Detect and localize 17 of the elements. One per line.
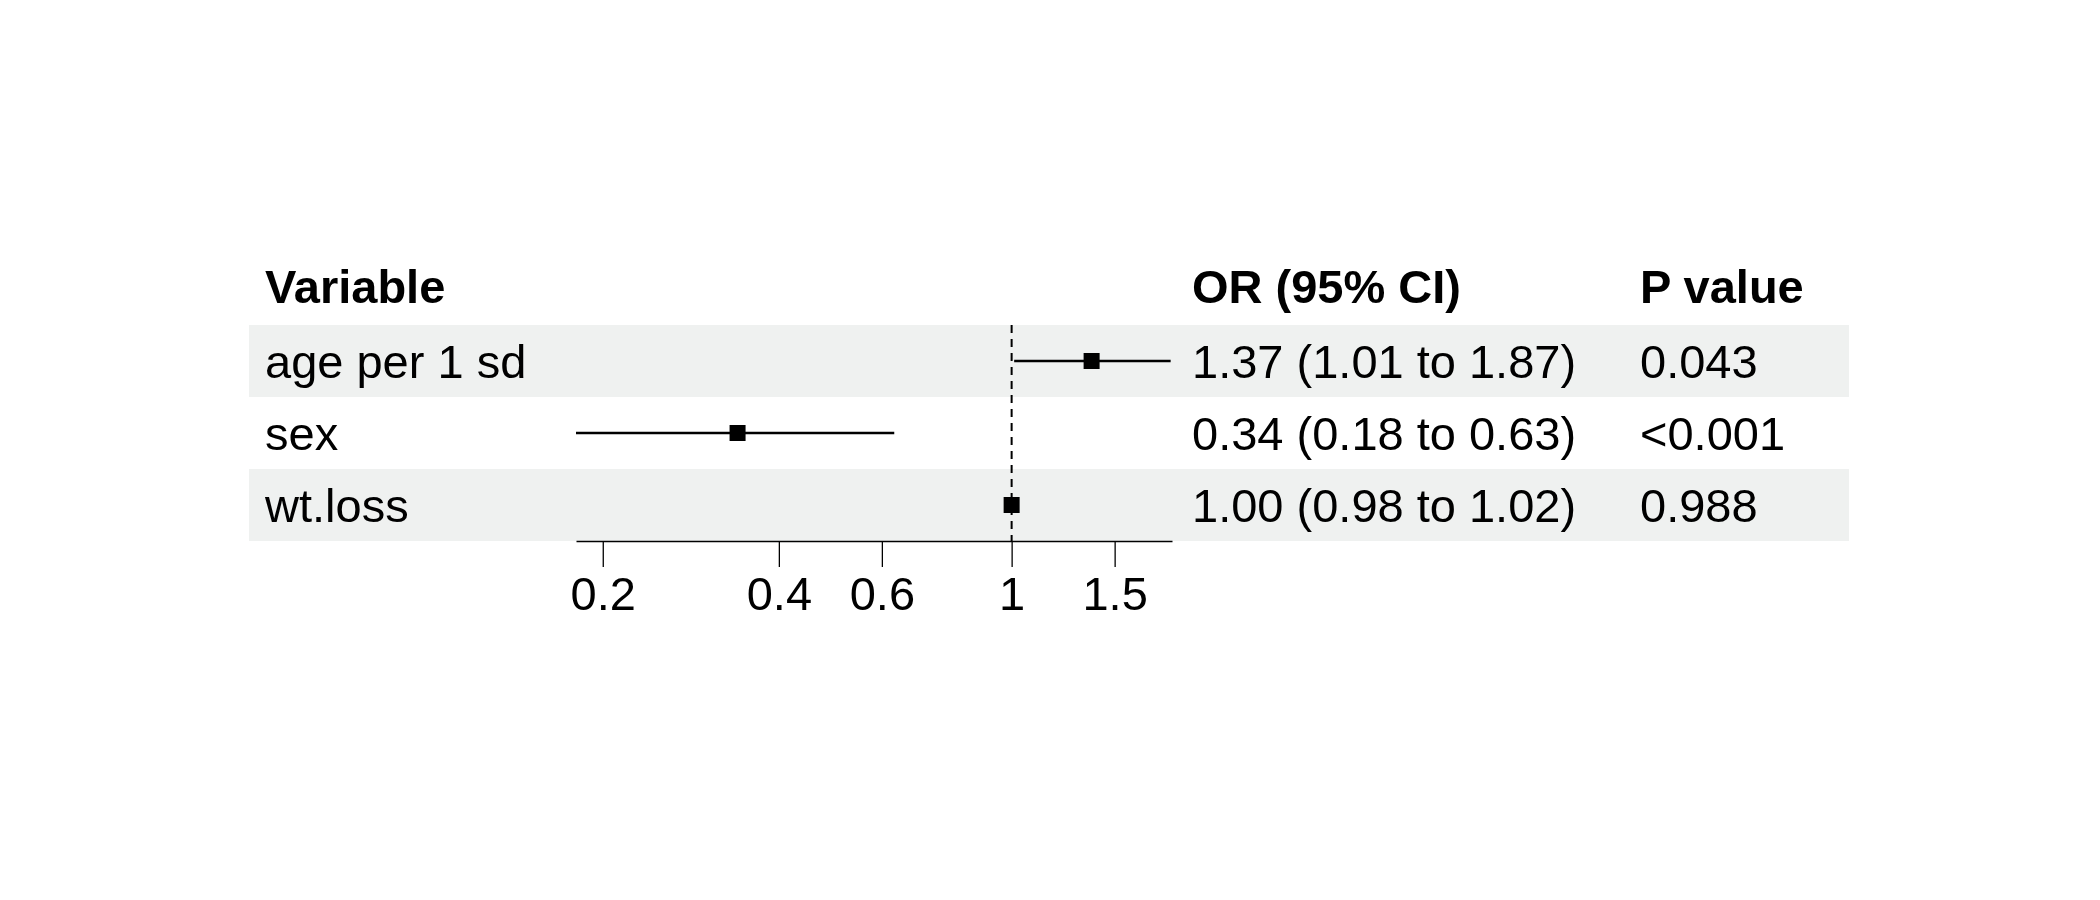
text: 0.988 (1640, 478, 1758, 532)
x-tick-label: 0.2 (570, 567, 636, 621)
x-tick-label: 1.5 (1082, 567, 1148, 621)
text: <0.001 (1640, 406, 1786, 460)
text: P value (1640, 260, 1804, 313)
data-label: 1.37 (1.01 to 1.87) (1192, 334, 1577, 388)
y-tick-label: wt.loss (264, 478, 409, 532)
y-tick-label: sex (265, 406, 339, 460)
y-tick-label: age per 1 sd (265, 334, 527, 388)
x-tick-label: 0.6 (849, 567, 916, 621)
x-tick-label: 0.4 (746, 567, 813, 621)
data-label: 1.00 (0.98 to 1.02) (1192, 478, 1577, 532)
text: 0.043 (1640, 334, 1758, 388)
y-axis-title: Variable (265, 260, 446, 313)
data-label: 0.34 (0.18 to 0.63) (1192, 406, 1577, 460)
text: OR (95% CI) (1192, 260, 1461, 313)
x-tick-label: 1 (999, 567, 1026, 621)
